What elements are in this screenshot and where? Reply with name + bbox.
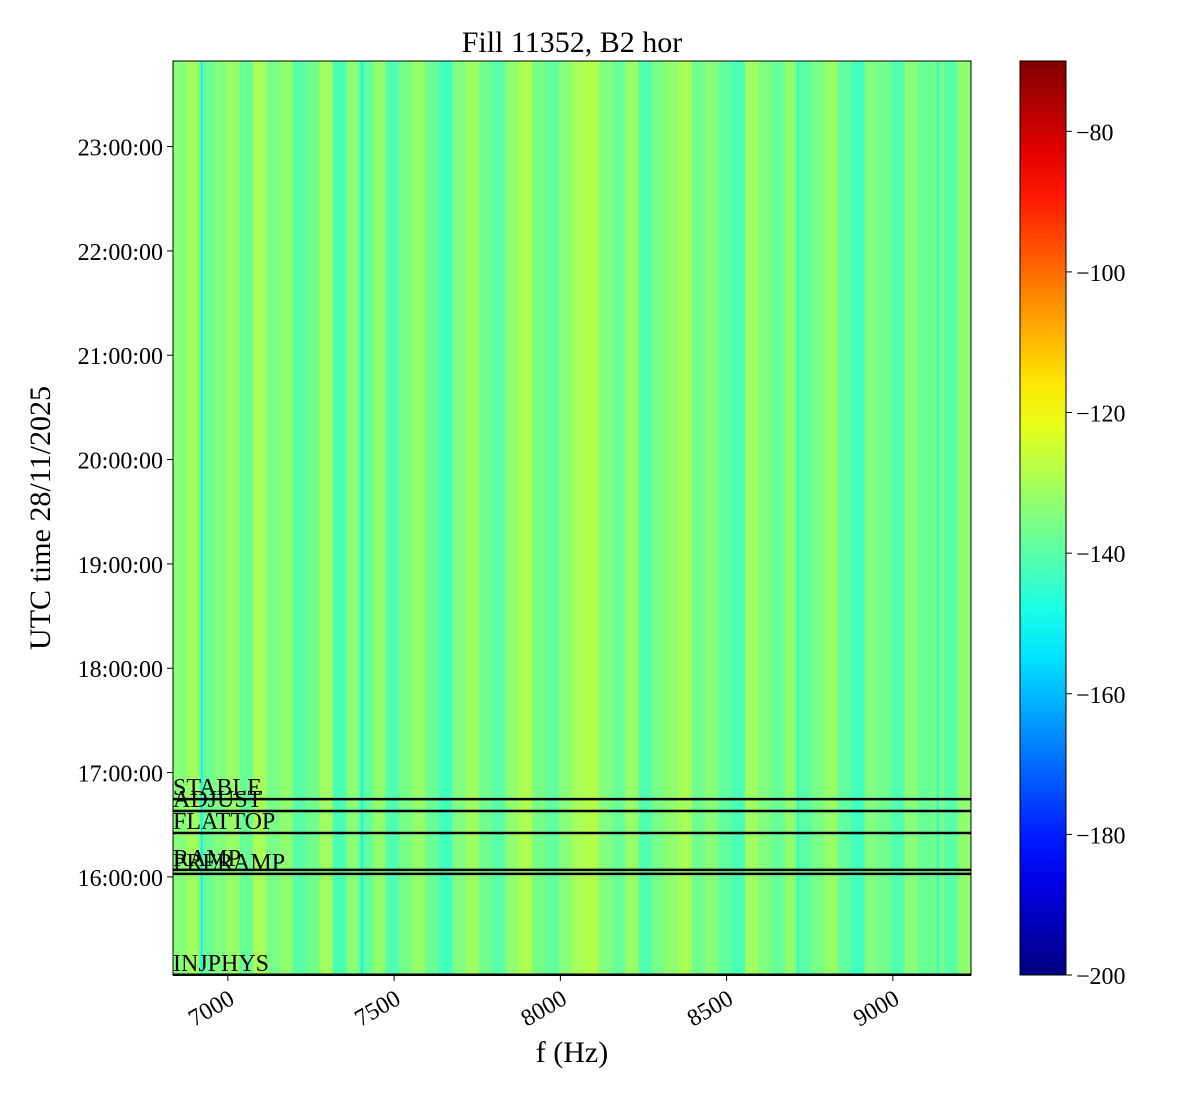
heat-cell <box>199 61 214 975</box>
heat-cell <box>625 61 639 975</box>
heat-cell <box>173 61 187 975</box>
mode-label: ADJUST <box>173 787 263 813</box>
narrow-line <box>796 61 799 975</box>
heat-cell <box>811 61 826 975</box>
heat-cell <box>598 61 613 975</box>
y-tick-label: 17:00:00 <box>78 762 163 788</box>
heat-cell <box>824 61 839 975</box>
heat-cell <box>319 61 333 975</box>
heat-cell <box>292 61 307 975</box>
heat-cell <box>239 61 254 975</box>
heat-cell <box>838 61 852 975</box>
heat-cell <box>518 61 533 975</box>
heat-cell <box>877 61 892 975</box>
y-tick-label: 21:00:00 <box>78 344 163 370</box>
colorbar-tick-label: −100 <box>1076 261 1126 287</box>
heat-cell <box>705 61 719 975</box>
chart-title: Fill 11352, B2 hor <box>462 26 683 59</box>
heat-cell <box>957 61 972 975</box>
heat-cell <box>478 61 493 975</box>
heat-cell <box>744 61 759 975</box>
heat-cell <box>226 61 240 975</box>
x-axis-label: f (Hz) <box>536 1036 608 1069</box>
mode-label: RAMP <box>173 846 241 872</box>
heat-cell <box>758 61 772 975</box>
heat-cell <box>851 61 865 975</box>
heat-cell <box>439 61 453 975</box>
heat-cell <box>545 61 560 975</box>
heat-cell <box>266 61 280 975</box>
heat-cell <box>465 61 480 975</box>
heat-cell <box>651 61 666 975</box>
narrow-line <box>200 61 203 975</box>
y-tick-label: 18:00:00 <box>78 657 163 683</box>
heat-cell <box>492 61 506 975</box>
mode-label: FLATTOP <box>173 809 275 835</box>
heat-cell <box>399 61 413 975</box>
colorbar-tick-label: −200 <box>1076 964 1126 990</box>
heat-cell <box>558 61 573 975</box>
heat-cell <box>798 61 812 975</box>
colorbar-tick-label: −120 <box>1076 402 1126 428</box>
heat-cell <box>252 61 267 975</box>
heat-cell <box>372 61 387 975</box>
heat-cell <box>505 61 520 975</box>
heat-cell <box>678 61 693 975</box>
x-tick-label: 7500 <box>351 986 406 1033</box>
x-tick-label: 8500 <box>683 986 738 1033</box>
heat-cell <box>532 61 546 975</box>
heat-cell <box>638 61 653 975</box>
y-tick-label: 20:00:00 <box>78 449 163 475</box>
heat-cell <box>412 61 427 975</box>
narrow-line <box>360 61 363 975</box>
colorbar-tick-label: −80 <box>1076 120 1114 146</box>
heat-cell <box>718 61 732 975</box>
heat-cell <box>452 61 466 975</box>
plot-frame <box>172 60 972 976</box>
mode-label: INJPHYS <box>173 951 269 977</box>
heat-cell <box>864 61 879 975</box>
heat-cell <box>611 61 626 975</box>
heat-cell <box>306 61 320 975</box>
heat-cell <box>385 61 400 975</box>
heat-cell <box>731 61 746 975</box>
heat-cell <box>212 61 227 975</box>
y-tick-label: 23:00:00 <box>78 136 163 162</box>
y-tick-label: 16:00:00 <box>78 866 163 892</box>
heat-cell <box>425 61 440 975</box>
x-tick-label: 8000 <box>517 986 572 1033</box>
heat-cell <box>186 61 200 975</box>
heat-cell <box>332 61 347 975</box>
heat-cell <box>345 61 360 975</box>
colorbar <box>1019 60 1067 976</box>
heat-cell <box>691 61 706 975</box>
heat-cell <box>891 61 905 975</box>
x-tick-label: 7000 <box>184 986 239 1033</box>
heat-cell <box>944 61 959 975</box>
mode-label: STABLE <box>173 775 262 801</box>
y-tick-label: 19:00:00 <box>78 553 163 579</box>
plot <box>173 61 972 975</box>
heat-cell <box>771 61 786 975</box>
heat-cell <box>784 61 799 975</box>
colorbar-tick-label: −180 <box>1076 823 1126 849</box>
mode-label: PRERAMP <box>173 850 285 876</box>
heat-cell <box>572 61 586 975</box>
y-tick-label: 22:00:00 <box>78 240 163 266</box>
colorbar-tick-label: −140 <box>1076 542 1126 568</box>
heat-cell <box>665 61 679 975</box>
heat-cell <box>279 61 294 975</box>
heat-cell <box>904 61 919 975</box>
y-axis-label: UTC time 28/11/2025 <box>24 386 57 650</box>
colorbar-tick-label: −160 <box>1076 683 1126 709</box>
narrow-line <box>936 61 939 975</box>
heat-cell <box>917 61 932 975</box>
x-tick-label: 9000 <box>849 986 904 1033</box>
heat-cell <box>585 61 599 975</box>
